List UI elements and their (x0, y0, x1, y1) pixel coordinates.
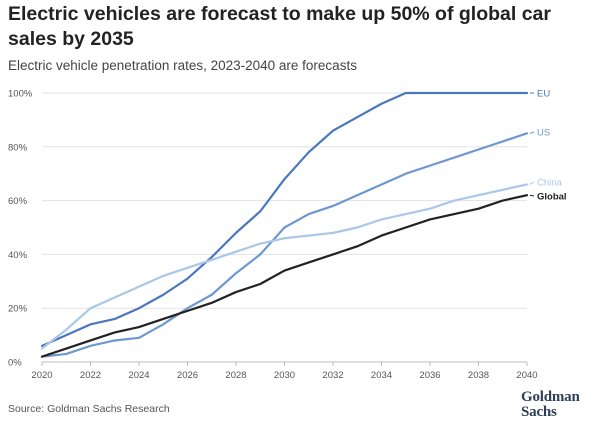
x-tick-label: 2036 (419, 370, 440, 381)
x-tick-label: 2022 (80, 370, 101, 381)
goldman-sachs-logo: Goldman Sachs (521, 390, 580, 420)
x-tick-label: 2024 (128, 370, 149, 381)
series-label-eu: EU (537, 89, 550, 100)
series-labels: EU US China Global (529, 89, 567, 203)
x-axis-ticks: 2020 2022 2024 2026 2028 2030 2032 2034 2036 2038… (31, 362, 538, 381)
series-label-leader (529, 131, 535, 134)
y-tick-label: 0% (8, 358, 22, 369)
chart-title: Electric vehicles are forecast to make u… (8, 3, 551, 50)
series-label-leader (529, 181, 535, 185)
series-line-eu (40, 91, 529, 347)
y-axis-ticks: 0% 20% 40% 60% 80% 100% (8, 89, 33, 369)
x-tick-label: 2020 (31, 370, 52, 381)
series-label-china: China (537, 178, 563, 189)
y-tick-label: 80% (8, 142, 28, 153)
series-label-global: Global (537, 192, 567, 203)
x-tick-label: 2030 (274, 370, 295, 381)
logo-line-2: Sachs (521, 404, 557, 420)
y-tick-label: 40% (8, 250, 28, 261)
chart-subtitle: Electric vehicle penetration rates, 2023… (8, 58, 357, 73)
source-note: Source: Goldman Sachs Research (8, 403, 170, 415)
y-tick-label: 20% (8, 304, 28, 315)
series-line-us (40, 132, 529, 358)
series-line-global (40, 194, 529, 358)
x-tick-label: 2032 (322, 370, 343, 381)
y-tick-label: 60% (8, 196, 28, 207)
x-tick-label: 2038 (468, 370, 489, 381)
y-tick-label: 100% (8, 89, 33, 100)
series-label-us: US (537, 128, 550, 139)
series-label-leader (529, 194, 535, 197)
logo-line-1: Goldman (521, 389, 580, 405)
x-tick-label: 2026 (177, 370, 198, 381)
series-lines (40, 91, 529, 358)
series-line-china (40, 183, 529, 350)
x-tick-label: 2034 (371, 370, 392, 381)
x-tick-label: 2040 (516, 370, 537, 381)
x-tick-label: 2028 (225, 370, 246, 381)
